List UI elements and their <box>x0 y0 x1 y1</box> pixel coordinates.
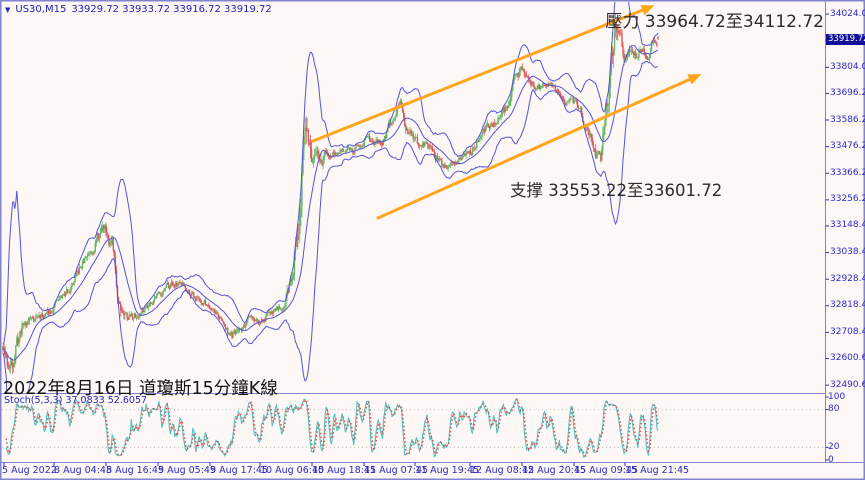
symbol-ohlc: 33929.72 33933.72 33916.72 33919.72 <box>71 4 272 15</box>
resistance-annotation[interactable]: 壓力 33964.72至34112.72 <box>605 12 824 32</box>
support-annotation[interactable]: 支撑 33553.22至33601.72 <box>510 181 723 200</box>
stochastic-k-line <box>5 398 659 458</box>
stochastic-plot-area <box>2 398 825 458</box>
time-axis-label: 9 Aug 05:45 <box>158 465 217 476</box>
trend-arrowhead-1 <box>640 5 655 16</box>
time-axis-label: 9 Aug 17:45 <box>210 465 269 476</box>
time-axis-label: 12 Aug 20:45 <box>522 465 587 476</box>
time-axis-label: 8 Aug 16:45 <box>106 465 165 476</box>
main-plot-area <box>2 2 702 393</box>
price-axis-label: 33696.20 <box>830 87 865 98</box>
price-axis-label: 33038.40 <box>830 247 865 258</box>
time-axis-label: 11 Aug 07:45 <box>364 465 429 476</box>
stoch-axis-label: 0 <box>828 454 834 465</box>
price-axis-label: 32928.40 <box>830 273 865 284</box>
stoch-axis-label: 100 <box>828 391 846 402</box>
stoch-axis-label: 80 <box>828 404 840 415</box>
time-axis-label: 10 Aug 18:45 <box>312 465 377 476</box>
price-axis-label: 33804.00 <box>830 61 865 72</box>
time-axis-label: 8 Aug 04:45 <box>54 465 113 476</box>
price-axis-label: 32490.60 <box>830 379 865 390</box>
price-axis-label: 33256.20 <box>830 194 865 205</box>
stochastic-d-signal-line <box>5 398 659 457</box>
bollinger-middle-band <box>2 45 659 361</box>
time-axis-label: 15 Aug 21:45 <box>625 465 690 476</box>
symbol-info-bar: ▼ US30,M15 33929.72 33933.72 33916.72 33… <box>5 4 272 15</box>
time-axis-label: 5 Aug 2022 <box>2 465 57 476</box>
price-axis-label: 33366.20 <box>830 167 865 178</box>
price-axis-label: 33586.20 <box>830 114 865 125</box>
bear-candle-bodies <box>2 23 659 369</box>
trend-arrowhead-2 <box>687 74 702 85</box>
trend-channel-line-1 <box>311 6 650 143</box>
price-axis-label: 33148.40 <box>830 220 865 231</box>
price-axis-label: 32600.60 <box>830 352 865 363</box>
bollinger-upper-band <box>2 2 659 345</box>
time-axis-label: 12 Aug 08:45 <box>470 465 535 476</box>
stochastic-indicator-label: Stoch(5,3,3) 37.0833 52.6057 <box>4 395 147 406</box>
trend-channel-line-2 <box>376 75 697 220</box>
time-axis-label: 10 Aug 06:45 <box>260 465 325 476</box>
symbol-dropdown-icon[interactable]: ▼ <box>5 5 11 14</box>
current-price-badge: 33919.72 <box>826 33 865 45</box>
time-axis-label: 11 Aug 19:45 <box>415 465 480 476</box>
price-axis-label: 33476.20 <box>830 141 865 152</box>
symbol-name: US30,M15 <box>15 4 67 15</box>
price-axis-label: 34024.00 <box>830 8 865 19</box>
stoch-axis-label: 20 <box>828 441 840 452</box>
stochastic-name: Stoch(5,3,3) <box>4 395 63 406</box>
time-axis-label: 15 Aug 09:45 <box>574 465 639 476</box>
chart-caption-annotation[interactable]: 2022年8月16日 道瓊斯15分鐘K線 <box>3 379 278 399</box>
price-axis-label: 32708.40 <box>830 326 865 337</box>
bollinger-lower-band <box>2 60 659 393</box>
stochastic-values: 37.0833 52.6057 <box>65 395 148 406</box>
price-axis-label: 32818.40 <box>830 300 865 311</box>
